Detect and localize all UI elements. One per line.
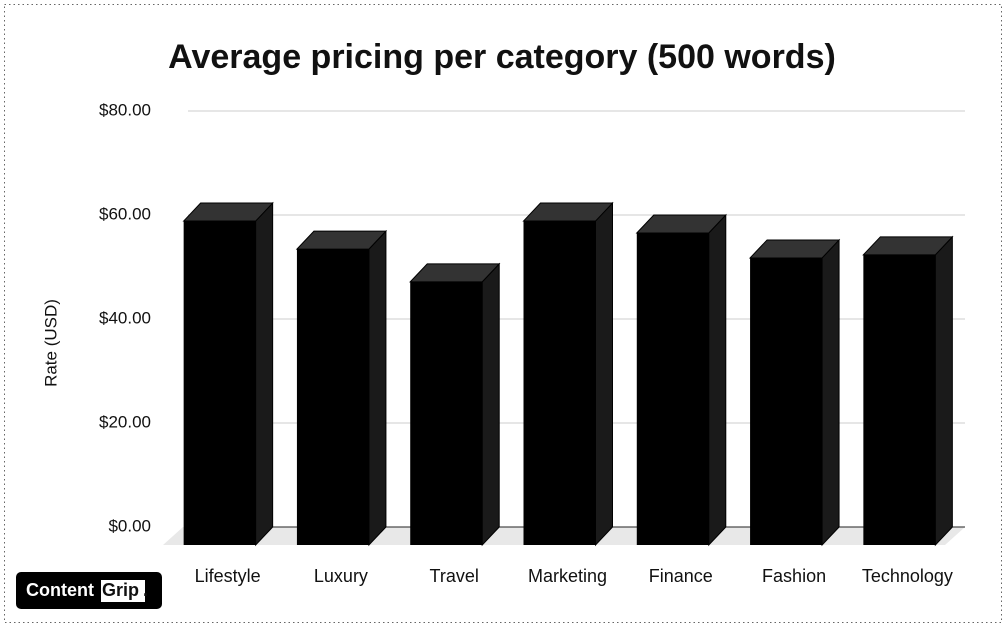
logo: Content Grip. bbox=[16, 572, 162, 609]
x-tick-label: Lifestyle bbox=[195, 566, 261, 586]
x-tick-label: Finance bbox=[649, 566, 713, 586]
y-tick-label: $40.00 bbox=[99, 308, 151, 327]
logo-main: Content bbox=[26, 580, 94, 600]
x-tick-label: Travel bbox=[430, 566, 479, 586]
bar bbox=[863, 254, 936, 545]
y-tick-label: $80.00 bbox=[99, 100, 151, 119]
y-tick-label: $20.00 bbox=[99, 412, 151, 431]
logo-dot: . bbox=[143, 580, 148, 600]
x-tick-label: Fashion bbox=[762, 566, 826, 586]
logo-accent-bg bbox=[101, 580, 145, 602]
bar bbox=[636, 233, 709, 545]
x-tick-label: Marketing bbox=[528, 566, 607, 586]
bar-side bbox=[255, 201, 274, 547]
bar bbox=[750, 257, 823, 545]
bar-side bbox=[821, 238, 840, 547]
chart-title: Average pricing per category (500 words) bbox=[168, 38, 836, 76]
bar-side bbox=[934, 235, 953, 547]
bar bbox=[183, 221, 256, 546]
bar bbox=[296, 249, 369, 545]
bar-side bbox=[368, 229, 387, 547]
y-axis-label: Rate (USD) bbox=[41, 299, 60, 387]
bar-side bbox=[708, 213, 727, 547]
x-tick-label: Luxury bbox=[314, 566, 368, 586]
bar-side bbox=[595, 201, 613, 547]
bar-side bbox=[481, 262, 500, 547]
bar bbox=[523, 221, 596, 546]
logo-text: Content bbox=[26, 580, 94, 600]
y-tick-label: $0.00 bbox=[108, 516, 151, 535]
frame bbox=[4, 4, 1002, 623]
y-tick-label: $60.00 bbox=[99, 204, 151, 223]
logo-accent: Grip bbox=[102, 580, 139, 600]
bar bbox=[410, 281, 483, 545]
x-tick-label: Technology bbox=[862, 566, 953, 586]
